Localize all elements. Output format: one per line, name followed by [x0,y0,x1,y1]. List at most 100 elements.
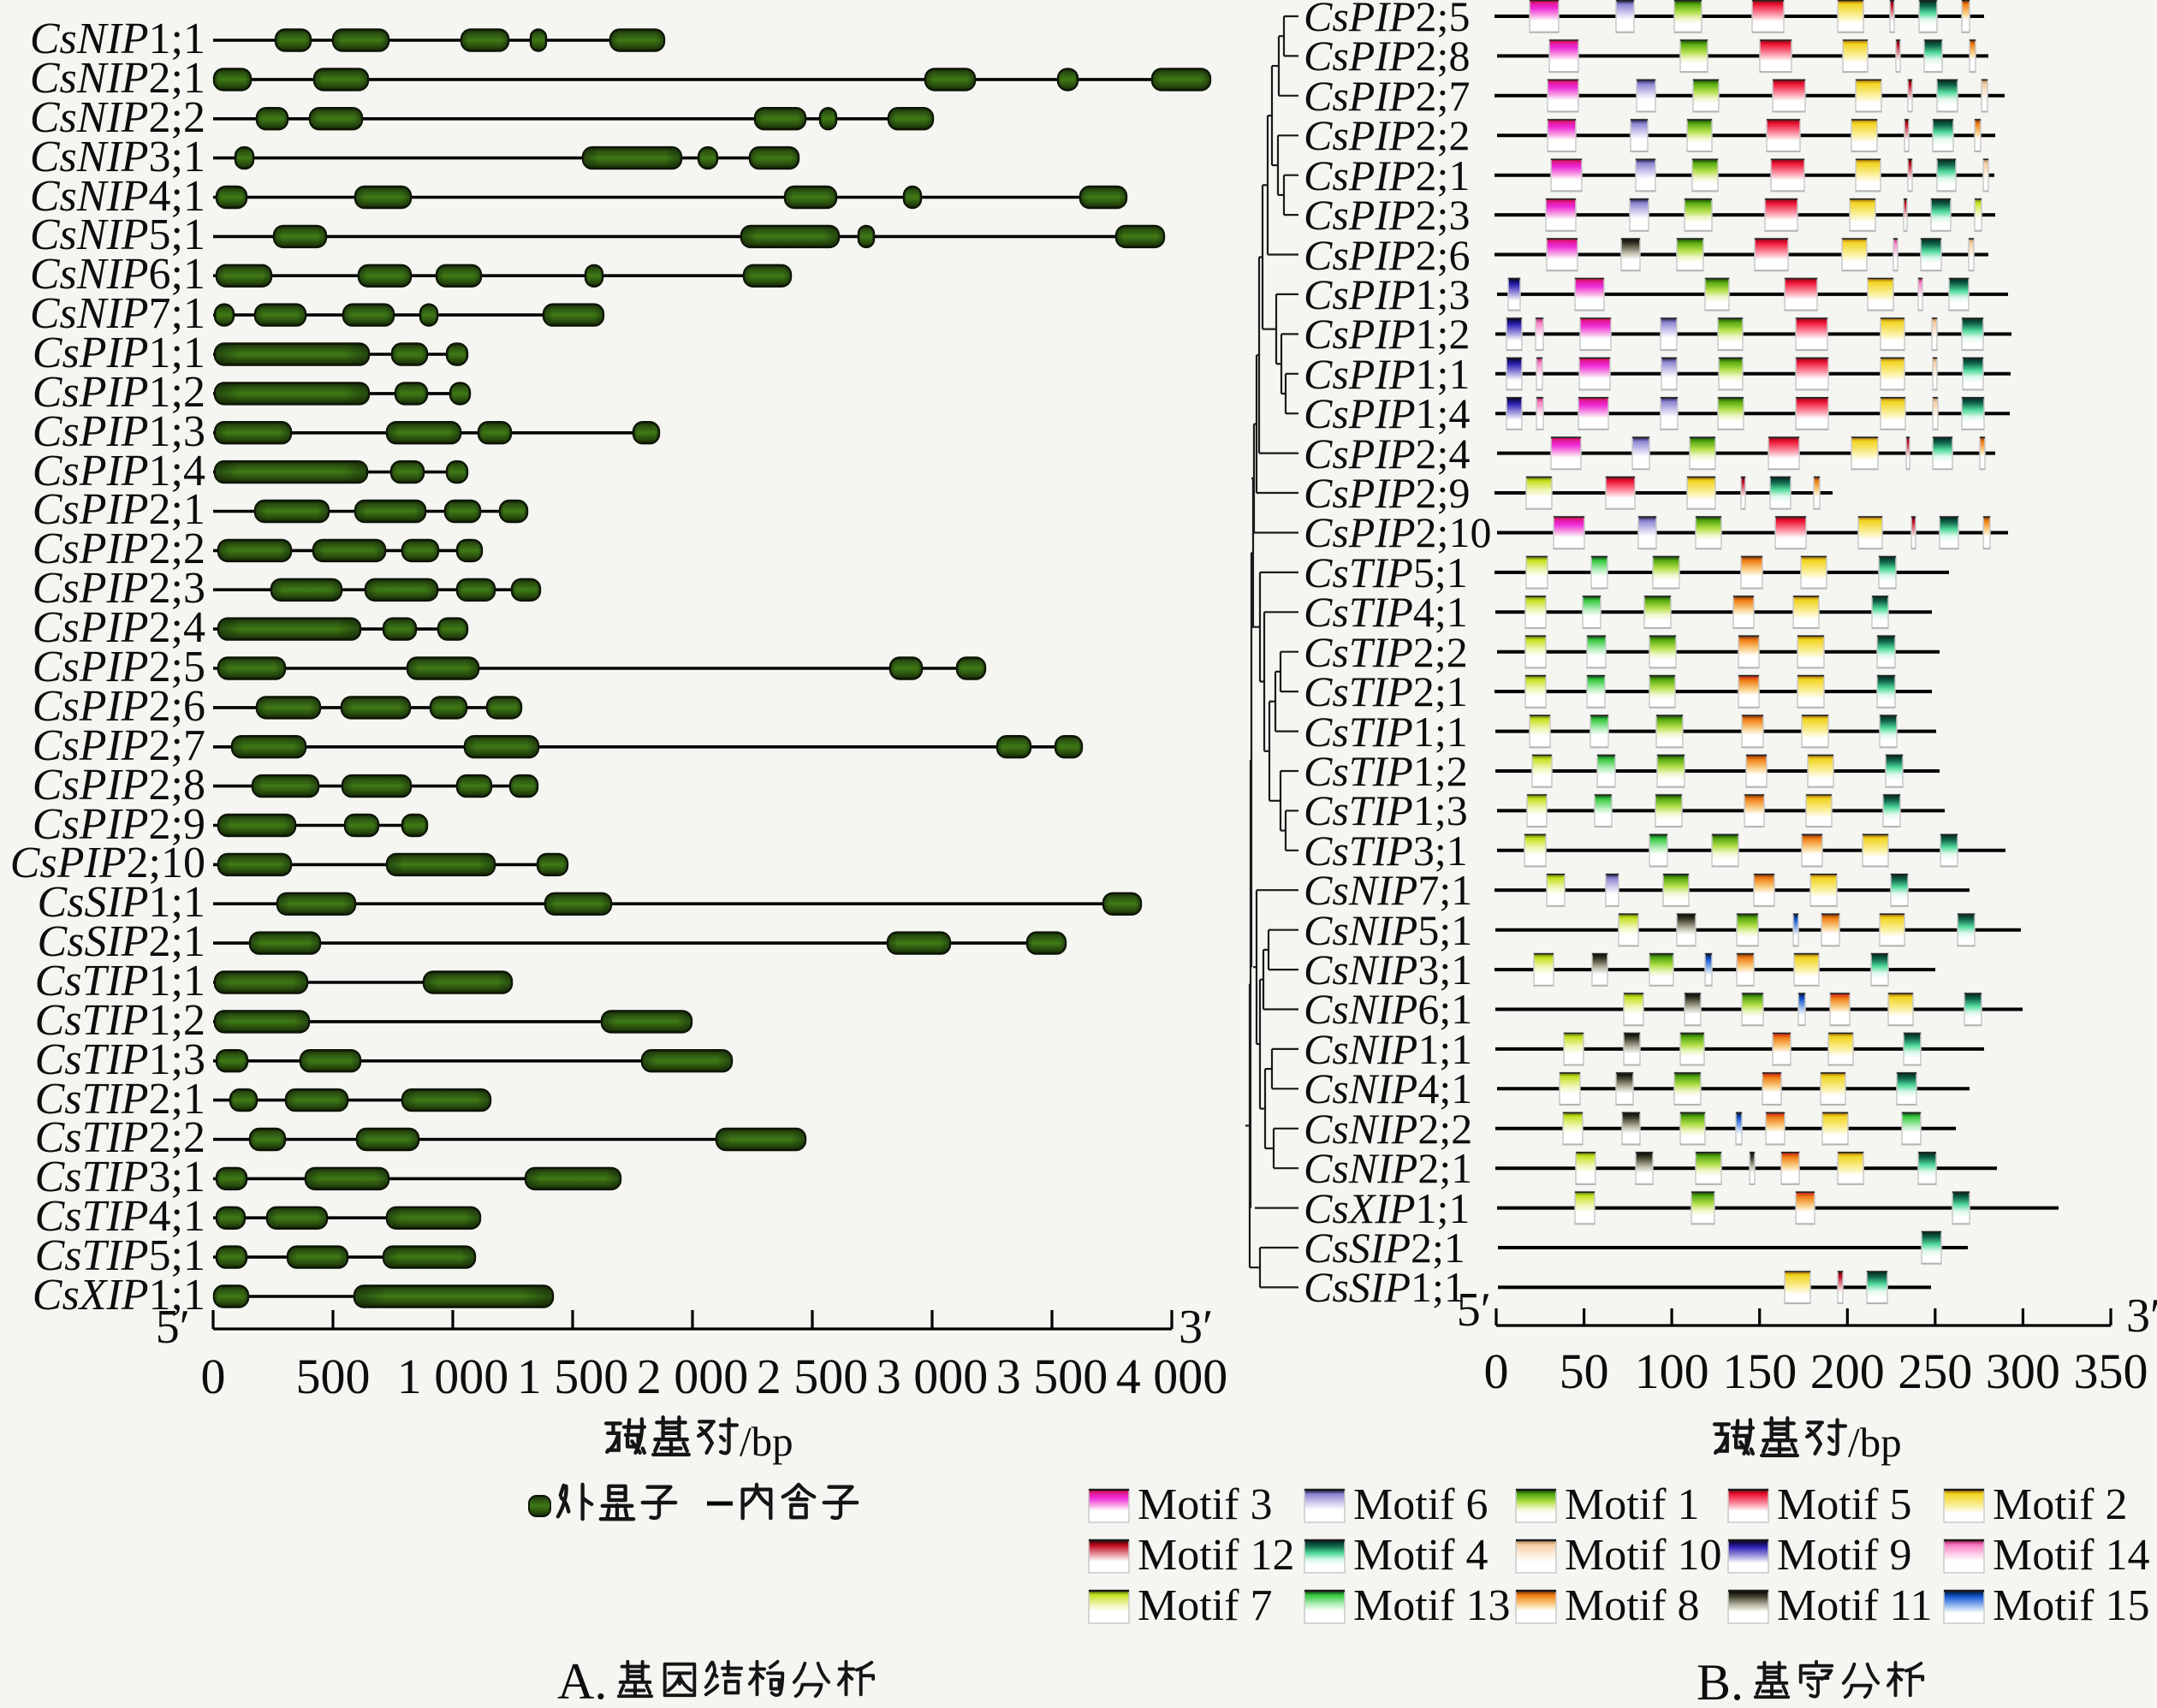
svg-text:3 500: 3 500 [996,1349,1108,1404]
svg-text:CsNIP1;1: CsNIP1;1 [1304,1025,1472,1073]
svg-text:CsPIP2;7: CsPIP2;7 [33,721,205,770]
svg-text:CsTIP1;1: CsTIP1;1 [1304,708,1468,756]
svg-text:CsTIP1;2: CsTIP1;2 [35,996,205,1045]
svg-text:CsNIP1;1: CsNIP1;1 [30,15,205,63]
svg-text:CsNIP2;1: CsNIP2;1 [30,54,205,103]
svg-text:5′: 5′ [156,1301,190,1354]
svg-text:CsPIP2;2: CsPIP2;2 [33,525,205,573]
svg-text:CsNIP2;2: CsNIP2;2 [1304,1105,1472,1153]
svg-text:CsTIP2;2: CsTIP2;2 [35,1113,205,1162]
svg-text:CsXIP1;1: CsXIP1;1 [1304,1184,1470,1232]
svg-text:CsPIP1;4: CsPIP1;4 [1304,389,1470,437]
svg-text:CsPIP2;4: CsPIP2;4 [33,603,205,652]
svg-text:5′: 5′ [1457,1284,1491,1337]
svg-text:CsTIP1;1: CsTIP1;1 [35,957,205,1005]
svg-text:50: 50 [1560,1343,1609,1399]
svg-text:CsPIP2;3: CsPIP2;3 [1304,191,1470,239]
svg-text:0: 0 [1484,1343,1509,1399]
svg-text:Motif 10: Motif 10 [1565,1531,1721,1580]
svg-text:Motif 7: Motif 7 [1138,1581,1272,1630]
svg-text:Motif 12: Motif 12 [1138,1531,1294,1580]
svg-text:CsPIP1;4: CsPIP1;4 [33,447,205,495]
svg-text:CsPIP2;6: CsPIP2;6 [1304,231,1470,279]
svg-text:Motif 6: Motif 6 [1353,1480,1488,1529]
svg-text:300: 300 [1986,1343,2060,1399]
svg-text:3′: 3′ [1179,1301,1213,1354]
svg-text:CsPIP2;9: CsPIP2;9 [33,800,205,849]
svg-text:Motif 1: Motif 1 [1565,1480,1699,1529]
svg-text:Motif 2: Motif 2 [1993,1480,2127,1529]
svg-text:CsPIP2;5: CsPIP2;5 [1304,0,1470,40]
svg-text:CsPIP1;1: CsPIP1;1 [1304,350,1470,398]
svg-text:Motif 9: Motif 9 [1777,1531,1911,1580]
svg-text:CsNIP3;1: CsNIP3;1 [30,133,205,181]
svg-text:/bp: /bp [740,1418,793,1465]
svg-text:150: 150 [1722,1343,1797,1399]
svg-text:3′: 3′ [2126,1290,2157,1343]
svg-text:CsTIP4;1: CsTIP4;1 [35,1192,205,1241]
svg-text:CsTIP4;1: CsTIP4;1 [1304,588,1468,636]
svg-text:A.: A. [557,1653,607,1708]
svg-text:200: 200 [1810,1343,1885,1399]
svg-text:CsPIP2;1: CsPIP2;1 [1304,151,1470,199]
svg-text:CsSIP1;1: CsSIP1;1 [1304,1263,1465,1311]
svg-text:CsPIP2;8: CsPIP2;8 [33,761,205,810]
svg-text:CsTIP1;3: CsTIP1;3 [1304,786,1468,834]
svg-text:CsPIP1;1: CsPIP1;1 [33,329,205,377]
svg-text:CsPIP1;2: CsPIP1;2 [1304,310,1470,358]
svg-text:100: 100 [1635,1343,1709,1399]
svg-text:Motif 13: Motif 13 [1353,1581,1510,1630]
svg-text:CsNIP5;1: CsNIP5;1 [30,211,205,259]
svg-text:Motif 15: Motif 15 [1993,1581,2149,1630]
svg-text:CsTIP2;2: CsTIP2;2 [1304,628,1468,676]
svg-text:Motif 5: Motif 5 [1777,1480,1911,1529]
svg-text:CsPIP2;9: CsPIP2;9 [1304,469,1470,517]
svg-text:CsTIP3;1: CsTIP3;1 [35,1153,205,1201]
svg-text:2 000: 2 000 [637,1349,749,1404]
svg-text:CsXIP1;1: CsXIP1;1 [33,1271,205,1320]
svg-text:CsTIP5;1: CsTIP5;1 [1304,549,1468,596]
svg-text:CsNIP2;2: CsNIP2;2 [30,93,205,142]
svg-text:CsTIP1;3: CsTIP1;3 [35,1035,205,1084]
svg-text:4 000: 4 000 [1116,1349,1228,1404]
svg-text:500: 500 [296,1349,371,1404]
svg-text:CsTIP5;1: CsTIP5;1 [35,1231,205,1280]
svg-text:B.: B. [1696,1654,1744,1708]
svg-text:1 000: 1 000 [397,1349,509,1404]
svg-text:1 500: 1 500 [517,1349,629,1404]
svg-text:CsSIP1;1: CsSIP1;1 [38,878,205,927]
svg-text:CsPIP2;1: CsPIP2;1 [33,485,205,534]
svg-text:CsPIP2;10: CsPIP2;10 [10,839,205,887]
svg-text:CsNIP7;1: CsNIP7;1 [30,289,205,338]
svg-text:CsPIP2;3: CsPIP2;3 [33,564,205,613]
svg-text:0: 0 [201,1349,226,1404]
svg-text:CsSIP2;1: CsSIP2;1 [38,917,205,966]
svg-text:CsPIP1;2: CsPIP1;2 [33,368,205,417]
svg-text:CsPIP1;3: CsPIP1;3 [33,407,205,456]
svg-text:CsNIP7;1: CsNIP7;1 [1304,866,1472,914]
svg-text:CsPIP2;7: CsPIP2;7 [1304,72,1470,120]
svg-text:CsPIP2;5: CsPIP2;5 [33,643,205,691]
svg-text:Motif 14: Motif 14 [1993,1531,2149,1580]
svg-text:CsTIP1;2: CsTIP1;2 [1304,747,1468,795]
svg-text:CsPIP2;4: CsPIP2;4 [1304,430,1470,477]
svg-text:Motif 11: Motif 11 [1777,1581,1933,1630]
svg-text:CsPIP2;2: CsPIP2;2 [1304,111,1470,159]
svg-text:CsNIP6;1: CsNIP6;1 [30,250,205,299]
svg-text:CsPIP2;6: CsPIP2;6 [33,682,205,731]
svg-text:CsNIP5;1: CsNIP5;1 [1304,906,1472,954]
svg-text:3 000: 3 000 [876,1349,989,1404]
svg-text:2 500: 2 500 [757,1349,869,1404]
svg-text:350: 350 [2074,1343,2148,1399]
svg-text:Motif 3: Motif 3 [1138,1480,1272,1529]
svg-text:CsNIP2;1: CsNIP2;1 [1304,1144,1472,1192]
svg-text:CsPIP2;8: CsPIP2;8 [1304,32,1470,80]
svg-text:CsTIP3;1: CsTIP3;1 [1304,827,1468,875]
svg-text:CsTIP2;1: CsTIP2;1 [1304,667,1468,715]
svg-text:CsTIP2;1: CsTIP2;1 [35,1075,205,1124]
svg-text:250: 250 [1898,1343,1972,1399]
svg-text:Motif 4: Motif 4 [1353,1531,1488,1580]
svg-text:/bp: /bp [1848,1419,1902,1466]
svg-text:Motif 8: Motif 8 [1565,1581,1699,1630]
svg-text:CsPIP2;10: CsPIP2;10 [1304,508,1491,556]
